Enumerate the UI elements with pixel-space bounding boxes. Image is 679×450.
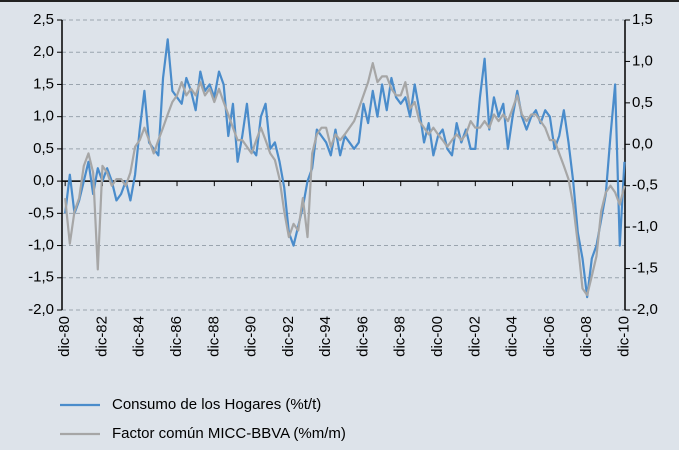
y2-tick-label: -1,0	[632, 218, 658, 235]
y2-tick-label: 0,5	[632, 94, 653, 111]
x-tick-label: dic-00	[429, 316, 446, 357]
x-tick-label: dic-88	[205, 316, 222, 357]
y-tick-label: 1,5	[33, 75, 54, 92]
y-tick-label: -1,5	[28, 269, 54, 286]
x-tick-label: dic-84	[131, 316, 148, 357]
y-tick-label: 2,0	[33, 43, 54, 60]
x-tick-label: dic-04	[504, 316, 521, 357]
x-tick-label: dic-08	[578, 316, 595, 357]
y2-tick-label: 1,0	[632, 52, 653, 69]
y-tick-label: 0,5	[33, 140, 54, 157]
x-tick-label: dic-90	[243, 316, 260, 357]
x-tick-label: dic-10	[615, 316, 632, 357]
legend-label: Consumo de los Hogares (%t/t)	[112, 396, 321, 413]
x-tick-label: dic-96	[354, 316, 371, 357]
y-tick-label: -0,5	[28, 204, 54, 221]
x-tick-label: dic-98	[392, 316, 409, 357]
y-tick-label: 2,5	[33, 11, 54, 28]
y2-tick-label: 1,5	[632, 11, 653, 28]
y2-tick-label: -1,5	[632, 260, 658, 277]
y-tick-label: -1,0	[28, 237, 54, 254]
y2-tick-label: -2,0	[632, 301, 658, 318]
series-line	[64, 61, 626, 297]
y-tick-label: 1,0	[33, 108, 54, 125]
legend-label: Factor común MICC-BBVA (%m/m)	[112, 425, 346, 442]
x-tick-label: dic-80	[56, 316, 73, 357]
x-tick-label: dic-86	[168, 316, 185, 357]
x-tick-label: dic-92	[280, 316, 297, 357]
y-tick-label: 0,0	[33, 172, 54, 189]
x-tick-label: dic-06	[541, 316, 558, 357]
x-tick-label: dic-82	[93, 316, 110, 357]
x-tick-label: dic-94	[317, 316, 334, 357]
x-tick-label: dic-02	[466, 316, 483, 357]
y-tick-label: -2,0	[28, 301, 54, 318]
y2-tick-label: 0,0	[632, 135, 653, 152]
y2-tick-label: -0,5	[632, 177, 658, 194]
